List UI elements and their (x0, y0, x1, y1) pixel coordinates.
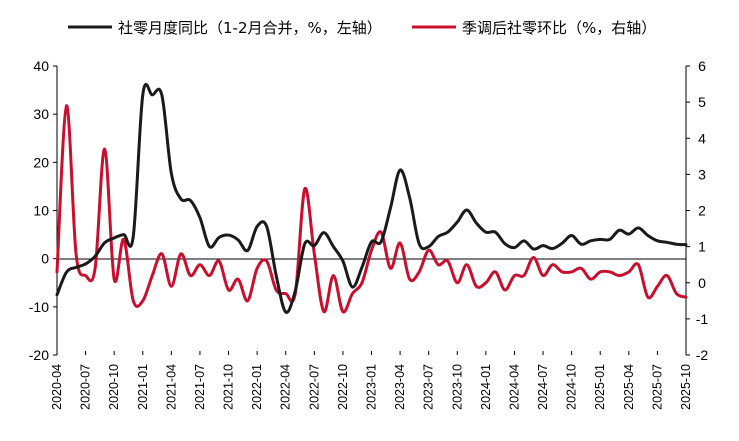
x-tick-label: 2021-07 (193, 364, 207, 410)
left-tick-label: -10 (29, 299, 49, 315)
x-tick-label: 2020-07 (79, 364, 93, 410)
right-tick-label: -2 (696, 347, 709, 363)
x-tick-label: 2024-04 (507, 364, 521, 410)
x-tick-label: 2024-01 (479, 364, 493, 410)
x-tick-label: 2024-07 (536, 364, 550, 410)
x-tick-label: 2022-01 (250, 364, 264, 410)
left-tick-label: 10 (33, 203, 49, 219)
x-axis-ticks: 2020-04 2020-07 2020-10 2021-01 2021-04 2021-… (50, 351, 693, 410)
x-tick-label: 2023-10 (450, 364, 464, 410)
legend: 社零月度同比（1-2月合并，%，左轴） 季调后社零环比（%，右轴） (68, 19, 656, 37)
left-tick-label: 20 (33, 154, 49, 170)
legend-label-left-series: 社零月度同比（1-2月合并，%，左轴） (118, 19, 382, 37)
x-tick-label: 2022-10 (336, 364, 350, 410)
legend-label-right-series: 季调后社零环比（%，右轴） (462, 19, 656, 37)
x-tick-label: 2023-07 (422, 364, 436, 410)
x-tick-label: 2021-01 (136, 364, 150, 410)
x-tick-label: 2021-10 (222, 364, 236, 410)
x-tick-label: 2025-01 (593, 364, 607, 410)
right-tick-label: 0 (698, 275, 706, 291)
right-tick-label: 3 (698, 166, 706, 182)
right-tick-label: 4 (698, 130, 706, 146)
right-tick-label: 6 (698, 58, 706, 74)
left-tick-label: 0 (41, 251, 49, 267)
right-tick-label: 2 (698, 203, 706, 219)
x-tick-label: 2023-01 (365, 364, 379, 410)
left-axis-ticks: -20 -10 0 10 20 30 40 (29, 58, 57, 363)
x-tick-label: 2022-04 (279, 364, 293, 410)
left-tick-label: -20 (29, 347, 49, 363)
x-tick-label: 2023-04 (393, 364, 407, 410)
series-line-left-yoy (55, 83, 688, 314)
left-tick-label: 30 (33, 106, 49, 122)
x-tick-label: 2022-07 (307, 364, 321, 410)
x-tick-label: 2025-10 (679, 364, 693, 410)
right-axis-ticks: -2 -1 0 1 2 3 4 5 6 (686, 58, 708, 363)
series-layer (55, 83, 688, 314)
x-tick-label: 2024-10 (565, 364, 579, 410)
x-tick-label: 2025-07 (650, 364, 664, 410)
x-tick-label: 2025-04 (622, 364, 636, 410)
right-tick-label: -1 (696, 311, 709, 327)
x-tick-label: 2020-10 (107, 364, 121, 410)
right-tick-label: 5 (698, 94, 706, 110)
right-tick-label: 1 (698, 239, 706, 255)
x-tick-label: 2020-04 (50, 364, 64, 410)
series-line-right-mom (55, 104, 688, 314)
x-tick-label: 2021-04 (164, 364, 178, 410)
left-tick-label: 40 (33, 58, 49, 74)
